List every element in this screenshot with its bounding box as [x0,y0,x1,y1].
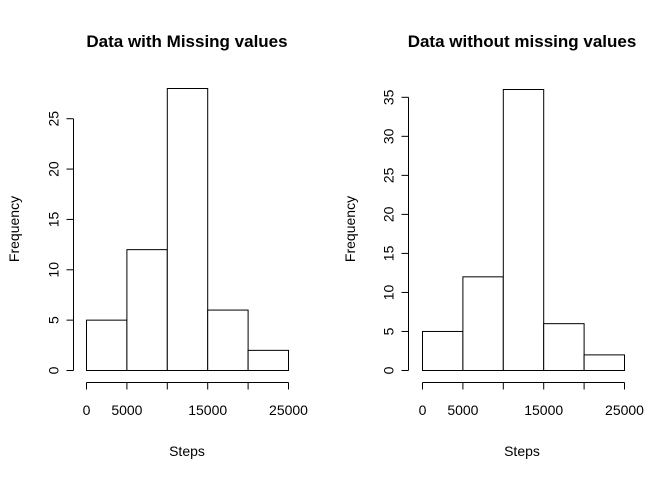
y-axis-label: Frequency [6,196,22,262]
histogram-bar [502,89,545,371]
bars [422,89,625,372]
y-tick-label: 15 [46,211,62,227]
x-tick-label: 0 [419,402,427,418]
y-axis: 0 5 10 15 20 25 [46,111,74,374]
histogram-bar [166,88,209,371]
histogram-bar [583,354,625,371]
x-axis: 0 5000 15000 25000 [419,382,644,418]
x-tick-label: 15000 [188,402,227,418]
y-tick-label: 20 [46,161,62,177]
histogram-bar [422,330,464,372]
y-tick-label: 25 [46,111,62,127]
histogram-bar [207,309,249,372]
y-axis: 0 5 10 15 20 25 30 35 [381,89,409,374]
y-tick-label: 0 [381,366,397,374]
y-tick-label: 15 [381,245,397,261]
y-tick-label: 25 [381,167,397,183]
chart-title: Data without missing values [408,32,637,51]
histogram-bar [86,319,128,371]
y-tick-label: 30 [381,128,397,144]
y-tick-label: 5 [46,316,62,324]
panel-no-missing: Data without missing values Steps Freque… [342,32,644,459]
panel-missing: Data with Missing values Steps Frequency… [6,32,308,459]
y-tick-label: 20 [381,206,397,222]
x-tick-label: 5000 [111,402,142,418]
x-axis: 0 5000 15000 25000 [83,382,308,418]
y-tick-label: 0 [46,366,62,374]
histogram-bar [462,276,504,372]
x-tick-label: 25000 [605,402,644,418]
y-tick-label: 35 [381,89,397,105]
x-tick-label: 5000 [447,402,478,418]
bars [86,88,290,372]
chart-title: Data with Missing values [86,32,287,51]
x-axis-label: Steps [169,443,205,459]
histogram-bar [247,349,290,372]
histogram-bar [126,249,168,371]
histogram-bar [543,323,585,371]
y-tick-label: 10 [381,284,397,300]
y-tick-label: 10 [46,262,62,278]
y-axis-label: Frequency [342,196,358,262]
x-axis-label: Steps [504,443,540,459]
x-tick-label: 15000 [524,402,563,418]
y-tick-label: 5 [381,327,397,335]
x-tick-label: 0 [83,402,91,418]
x-tick-label: 25000 [269,402,308,418]
